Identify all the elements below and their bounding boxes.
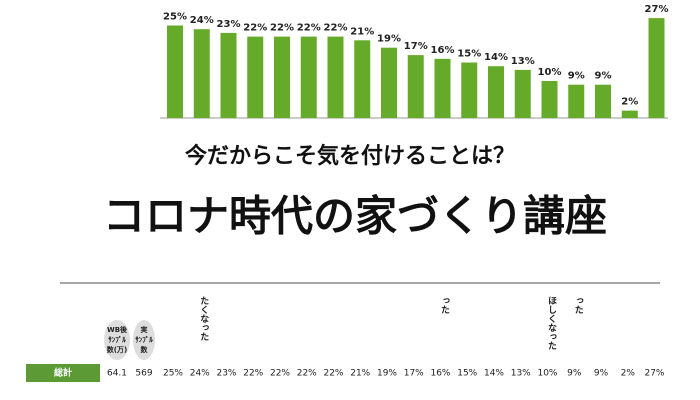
bar: [434, 58, 451, 118]
value-label: 27%: [645, 4, 669, 15]
bar: [648, 18, 665, 119]
table-cell: 27%: [644, 369, 664, 379]
value-label: 19%: [377, 34, 401, 45]
bar: [595, 84, 611, 118]
table-cell: 13%: [511, 369, 531, 379]
value-label: 9%: [568, 71, 585, 82]
banner-title: コロナ時代の家づくり講座: [103, 192, 607, 241]
table-cell: 22%: [243, 369, 263, 379]
column-header-fragment: った: [439, 296, 450, 315]
table-cell: 22%: [270, 369, 290, 379]
bar: [568, 84, 585, 118]
value-label: 2%: [621, 97, 638, 108]
value-label: 22%: [243, 23, 267, 34]
banner-subtitle: 今だからこそ気を付けることは？: [185, 143, 515, 169]
value-label: 21%: [350, 26, 374, 37]
bar: [300, 36, 317, 118]
value-label: 22%: [270, 23, 294, 34]
table-cell: 64.1: [107, 369, 127, 379]
bar: [327, 36, 344, 118]
table-cell: 14%: [484, 369, 504, 379]
column-header: 数(万): [107, 345, 127, 354]
row-label: 総計: [54, 367, 72, 379]
table-cell: 10%: [537, 369, 557, 379]
bar: [514, 69, 531, 118]
column-header-fragment: ほしくなった: [546, 296, 557, 351]
value-label: 16%: [431, 45, 455, 56]
table-cell: 22%: [323, 369, 343, 379]
bar: [381, 47, 397, 119]
table-cell: 25%: [163, 369, 183, 379]
bar: [621, 110, 638, 118]
column-header: WB後: [107, 325, 128, 334]
table-cell: 24%: [190, 369, 210, 379]
table-cell: 19%: [377, 369, 397, 379]
bar: [488, 66, 504, 118]
value-label: 22%: [297, 23, 321, 34]
row-label-cell: [26, 364, 100, 382]
bar: [247, 36, 264, 118]
value-label: 15%: [457, 49, 481, 60]
value-label: 23%: [217, 19, 241, 30]
bar: [193, 29, 210, 119]
table-cell: 23%: [216, 369, 236, 379]
value-label: 17%: [404, 41, 428, 52]
table-cell: 15%: [457, 369, 477, 379]
bar: [541, 81, 558, 118]
column-header: ｻﾝﾌﾟﾙ: [108, 335, 126, 344]
table-cell: 17%: [404, 369, 424, 379]
bar: [167, 25, 183, 118]
bar: [220, 32, 237, 118]
column-header-fragment: った: [573, 296, 584, 315]
header-oval: [133, 320, 155, 360]
column-header: ｻﾝﾌﾟﾙ: [135, 335, 153, 344]
column-header: 数: [141, 345, 149, 354]
value-label: 10%: [538, 67, 562, 78]
value-label: 14%: [484, 52, 508, 63]
bar: [407, 55, 424, 118]
value-label: 13%: [511, 56, 535, 67]
bar: [354, 40, 371, 118]
value-label: 25%: [163, 12, 187, 23]
table-cell: 569: [135, 369, 152, 379]
column-header-fragment: たくなった: [198, 296, 209, 342]
table-cell: 2%: [621, 369, 636, 379]
bar: [461, 62, 478, 118]
value-label: 9%: [595, 71, 612, 82]
column-header: 実: [141, 325, 148, 334]
table-cell: 22%: [297, 369, 317, 379]
value-label: 22%: [324, 23, 348, 34]
table-cell: 16%: [430, 369, 450, 379]
table-cell: 9%: [567, 369, 582, 379]
header-oval: [104, 320, 130, 360]
table-cell: 9%: [594, 369, 609, 379]
value-label: 24%: [190, 15, 214, 26]
bar: [274, 36, 290, 118]
table-cell: 21%: [350, 369, 370, 379]
